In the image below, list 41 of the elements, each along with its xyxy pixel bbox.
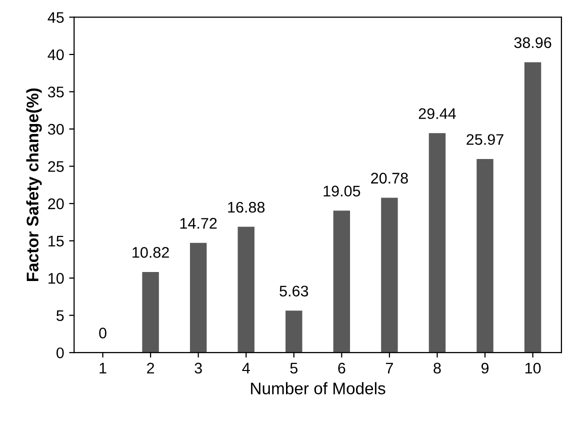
data-label: 25.97: [466, 134, 504, 145]
data-label: 29.44: [418, 108, 456, 120]
x-tick-label: 9: [481, 362, 489, 374]
bar: [524, 62, 542, 353]
bar: [190, 242, 207, 353]
x-tick-label: 5: [290, 362, 298, 374]
data-label: 20.78: [371, 172, 408, 184]
bar: [476, 159, 494, 353]
bar: [286, 310, 302, 353]
bar: [428, 133, 446, 353]
y-tick-label: 35: [48, 86, 64, 98]
y-tick-label: 20: [48, 198, 64, 210]
data-label: 19.05: [324, 186, 360, 196]
y-tick-label: 25: [48, 161, 64, 172]
y-tick-label: 40: [48, 49, 64, 60]
data-label: 0: [99, 328, 106, 338]
y-tick-label: 0: [56, 347, 64, 358]
y-tick-label: 15: [48, 236, 64, 246]
data-label: 16.88: [228, 202, 265, 213]
bar: [381, 198, 398, 353]
y-axis-title: Factor Safety change(%): [26, 88, 42, 282]
x-tick-label: 6: [338, 362, 346, 374]
bar: [142, 272, 159, 353]
bar: [333, 210, 350, 353]
x-tick-label: 7: [386, 362, 393, 374]
x-tick-label: 4: [242, 362, 250, 374]
bar: [238, 226, 254, 353]
data-label: 10.82: [132, 247, 169, 258]
data-label: 38.96: [514, 37, 552, 48]
data-label: 14.72: [180, 218, 217, 229]
x-tick-label: 3: [194, 362, 202, 374]
x-tick-label: 8: [434, 362, 441, 374]
y-tick-label: 45: [48, 12, 64, 23]
y-tick-label: 30: [48, 124, 64, 135]
y-tick-label: 5: [56, 310, 64, 322]
x-tick-label: 2: [147, 362, 154, 374]
y-tick-label: 10: [48, 272, 64, 284]
x-axis-title: Number of Models: [251, 382, 386, 394]
x-tick-label: 10: [525, 362, 541, 374]
x-tick-label: 1: [100, 362, 106, 374]
data-label: 5.63: [280, 286, 308, 297]
